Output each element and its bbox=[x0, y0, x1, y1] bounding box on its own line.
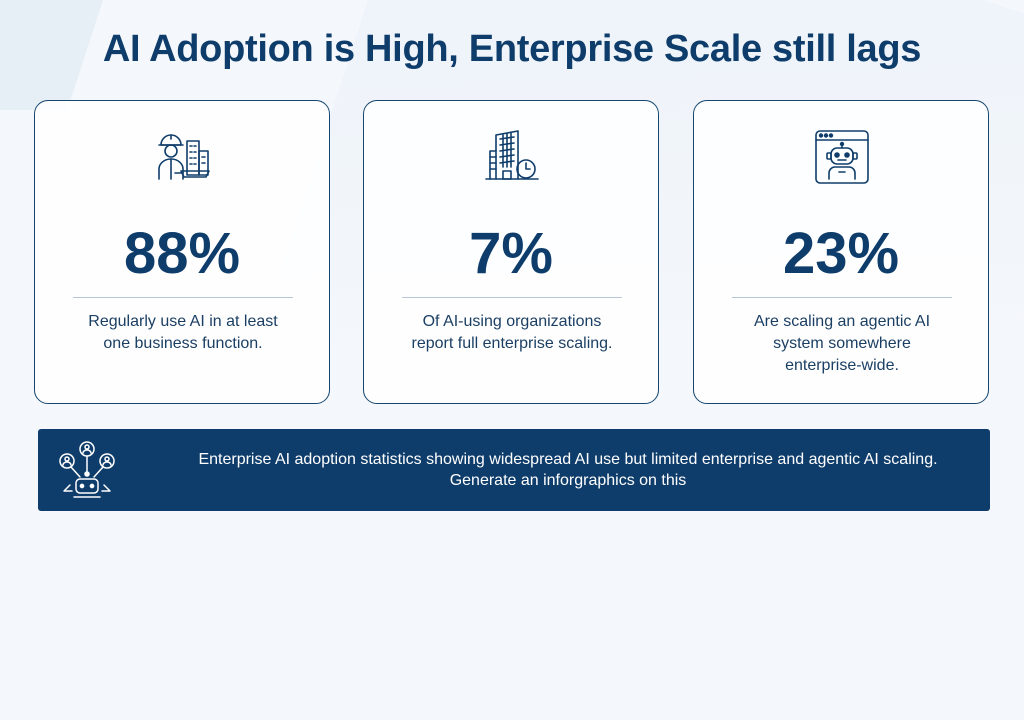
stat-card-business-function: 88% Regularly use AI in at least one bus… bbox=[34, 100, 330, 404]
office-building-clock-icon bbox=[482, 127, 542, 187]
stat-value: 7% bbox=[469, 221, 553, 286]
stat-value: 23% bbox=[782, 221, 900, 286]
summary-banner: Enterprise AI adoption statistics showin… bbox=[38, 429, 990, 511]
ai-network-people-icon bbox=[56, 439, 118, 501]
robot-on-screen-icon bbox=[812, 127, 872, 187]
page-title: AI Adoption is High, Enterprise Scale st… bbox=[102, 28, 922, 70]
divider bbox=[732, 297, 952, 298]
stat-description: Are scaling an agentic AI system somewhe… bbox=[753, 313, 931, 374]
engineer-with-building-icon bbox=[153, 127, 213, 187]
stat-description: Of AI-using organizations report full en… bbox=[411, 313, 613, 352]
stat-description: Regularly use AI in at least one busines… bbox=[88, 313, 278, 352]
stat-cards: 88% Regularly use AI in at least one bus… bbox=[34, 100, 992, 406]
stat-value: 88% bbox=[123, 221, 241, 286]
divider bbox=[402, 297, 622, 298]
stat-card-agentic-ai: 23% Are scaling an agentic AI system som… bbox=[693, 100, 989, 404]
stat-card-enterprise-scaling: 7% Of AI-using organizations report full… bbox=[363, 100, 659, 404]
banner-text: Enterprise AI adoption statistics showin… bbox=[198, 451, 938, 489]
divider bbox=[73, 297, 293, 298]
